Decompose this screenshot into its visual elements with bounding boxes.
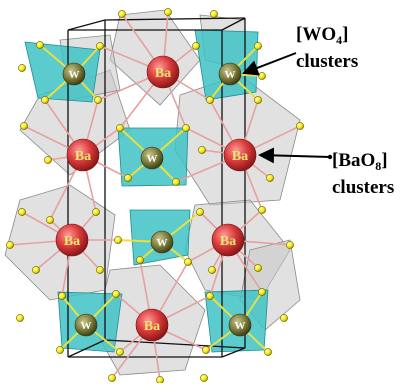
wo4-callout-clusters: clusters xyxy=(296,51,359,72)
barium-atom: Ba xyxy=(211,223,245,257)
unit-cell-edge xyxy=(104,339,246,349)
oxygen-atom xyxy=(182,124,190,132)
wo4-tetrahedron xyxy=(24,41,101,103)
tungsten-atom: W xyxy=(150,230,174,254)
barium-atom: Ba xyxy=(66,138,100,172)
oxygen-atom xyxy=(156,376,164,384)
oxygen-atom xyxy=(184,258,192,266)
oxygen-atom xyxy=(56,346,64,354)
bao8-callout-formula: [BaO8] xyxy=(332,150,388,173)
oxygen-atom xyxy=(112,290,120,298)
barium-label: Ba xyxy=(64,234,80,249)
oxygen-atom xyxy=(258,206,266,214)
barium-atom: Ba xyxy=(135,308,169,342)
oxygen-atom xyxy=(254,96,262,104)
oxygen-atom xyxy=(136,256,144,264)
tungsten-label: W xyxy=(147,153,158,165)
tungsten-label: W xyxy=(69,69,80,81)
barium-atom: Ba xyxy=(55,223,89,257)
oxygen-atom xyxy=(36,41,44,49)
oxygen-atom xyxy=(92,208,100,216)
oxygen-atom xyxy=(210,10,218,18)
oxygen-atom xyxy=(254,264,262,272)
oxygen-atom xyxy=(108,374,116,382)
wo4-callout: [WO4] clusters xyxy=(296,24,358,72)
oxygen-atom xyxy=(41,96,49,104)
unit-cell-edge xyxy=(221,347,246,358)
tungsten-atom: W xyxy=(218,62,242,86)
bao8-callout-arrow xyxy=(258,147,331,164)
oxygen-atom xyxy=(266,174,274,182)
tungsten-label: W xyxy=(157,237,168,249)
tungsten-label: W xyxy=(81,320,92,332)
oxygen-atom xyxy=(202,346,210,354)
wo4-callout-arrow xyxy=(242,52,297,76)
oxygen-atom xyxy=(16,314,24,322)
oxygen-atom xyxy=(296,122,304,130)
oxygen-atom xyxy=(206,292,214,300)
bao8-polyhedron xyxy=(109,9,201,106)
barium-atom: Ba xyxy=(223,138,257,172)
oxygen-atom xyxy=(172,178,180,186)
unit-cell-edge xyxy=(221,17,246,31)
oxygen-atom xyxy=(96,266,104,274)
tungsten-atom: W xyxy=(62,62,86,86)
oxygen-atom xyxy=(258,72,266,80)
oxygen-atom xyxy=(124,174,132,182)
oxygen-atom xyxy=(286,241,294,249)
barium-label: Ba xyxy=(155,66,171,81)
oxygen-atom xyxy=(258,288,266,296)
oxygen-atom xyxy=(20,122,28,130)
oxygen-atom xyxy=(46,216,54,224)
oxygen-atom xyxy=(200,374,208,382)
unit-cell-edge xyxy=(104,17,246,21)
barium-label: Ba xyxy=(232,149,248,164)
oxygen-atom xyxy=(6,241,14,249)
barium-atom: Ba xyxy=(146,55,180,89)
oxygen-atom xyxy=(280,314,288,322)
oxygen-atom xyxy=(44,156,52,164)
atoms-layer: W W W W W W Ba Ba Ba Ba Ba Ba xyxy=(6,8,304,384)
oxygen-atom xyxy=(192,42,200,50)
bao8-callout: [BaO8] clusters xyxy=(332,150,394,198)
oxygen-atom xyxy=(114,236,122,244)
oxygen-atom xyxy=(196,208,204,216)
oxygen-atom xyxy=(118,10,126,18)
unit-cell-edge xyxy=(67,19,106,31)
wo4-callout-formula: [WO4] xyxy=(296,24,349,47)
oxygen-atom xyxy=(198,146,206,154)
tungsten-atom: W xyxy=(228,313,252,337)
oxygen-atom xyxy=(116,124,124,132)
oxygen-atom xyxy=(164,8,172,16)
tungsten-label: W xyxy=(235,320,246,332)
oxygen-atom xyxy=(58,292,66,300)
oxygen-atom xyxy=(264,348,272,356)
unit-cell-edge xyxy=(67,339,106,358)
bao8-callout-dot xyxy=(327,154,333,160)
oxygen-atom xyxy=(96,42,104,50)
tungsten-atom: W xyxy=(140,146,164,170)
oxygen-atom xyxy=(94,96,102,104)
barium-label: Ba xyxy=(75,149,91,164)
tungsten-atom: W xyxy=(74,313,98,337)
oxygen-atom xyxy=(254,42,262,50)
oxygen-atom xyxy=(206,96,214,104)
oxygen-atom xyxy=(18,208,26,216)
oxygen-atom xyxy=(116,348,124,356)
tungsten-label: W xyxy=(225,69,236,81)
callout-arrows xyxy=(242,52,333,164)
oxygen-atom xyxy=(32,266,40,274)
oxygen-atom xyxy=(208,266,216,274)
barium-label: Ba xyxy=(144,319,160,334)
bao8-callout-clusters: clusters xyxy=(332,177,395,198)
barium-label: Ba xyxy=(220,234,236,249)
oxygen-atom xyxy=(18,64,26,72)
